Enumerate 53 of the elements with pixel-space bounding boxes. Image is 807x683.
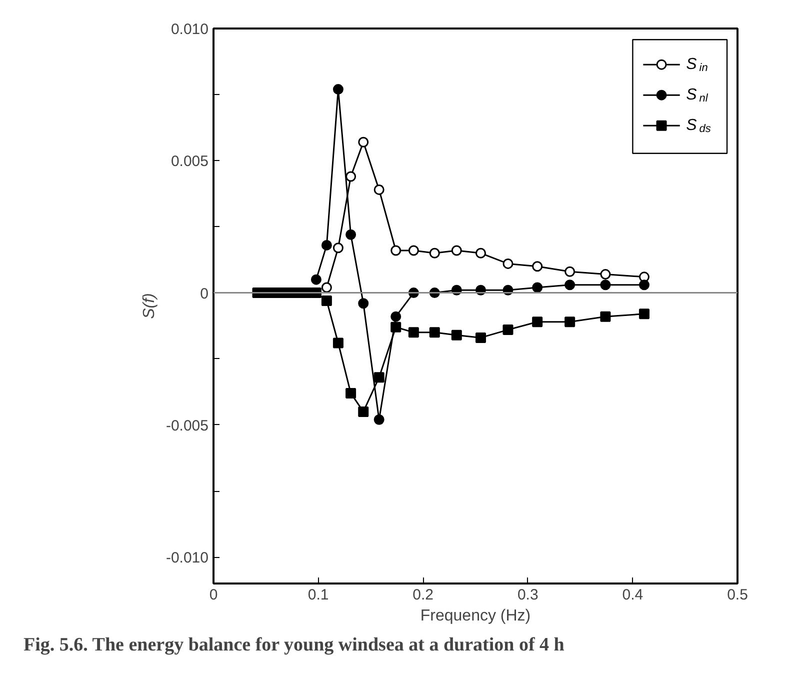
point — [346, 388, 356, 398]
point — [600, 269, 611, 280]
point — [332, 84, 344, 95]
y-tick-label: -0.010 — [166, 550, 209, 567]
point — [532, 316, 543, 328]
x-tick-label: 0.1 — [308, 586, 329, 604]
point — [390, 311, 402, 322]
point — [429, 248, 440, 258]
point — [475, 332, 486, 343]
point — [532, 282, 543, 293]
point — [502, 258, 514, 269]
x-axis-title: Frequency (Hz) — [420, 608, 531, 624]
x-tick-label: 0.5 — [727, 586, 748, 604]
point — [429, 327, 440, 338]
point — [408, 327, 419, 338]
point — [332, 242, 344, 254]
x-tick-label: 0.3 — [517, 586, 538, 604]
point — [638, 308, 650, 320]
y-axis-title: S(f) — [140, 293, 158, 319]
point — [532, 261, 543, 272]
point — [358, 136, 369, 148]
point — [408, 245, 419, 256]
point — [321, 295, 332, 306]
y-tick-label: -0.005 — [166, 417, 209, 434]
point — [475, 248, 486, 258]
point — [600, 280, 611, 290]
caption: Fig. 5.6. The energy balance for young windsea at a duration of 4 h — [24, 634, 565, 656]
point — [358, 406, 369, 417]
point — [358, 298, 369, 309]
y-tick-label: 0.010 — [170, 21, 209, 38]
point — [321, 282, 332, 293]
point — [374, 184, 384, 195]
x-tick-label: 0.4 — [622, 586, 644, 604]
point — [332, 338, 344, 348]
point — [390, 322, 402, 332]
point — [390, 245, 402, 256]
point — [346, 229, 356, 240]
point — [310, 274, 322, 285]
point — [564, 266, 576, 277]
y-tick-label: 0.005 — [170, 153, 209, 170]
y-tick-label: 0 — [200, 285, 208, 302]
point — [638, 280, 650, 290]
point — [502, 324, 514, 336]
point — [564, 316, 576, 328]
point — [451, 330, 462, 340]
x-tick-label: 0.2 — [412, 586, 434, 604]
point — [600, 311, 611, 322]
point — [346, 171, 356, 182]
point — [451, 245, 462, 256]
point — [321, 240, 332, 250]
point — [374, 372, 384, 383]
point — [374, 414, 384, 425]
point — [564, 280, 576, 290]
